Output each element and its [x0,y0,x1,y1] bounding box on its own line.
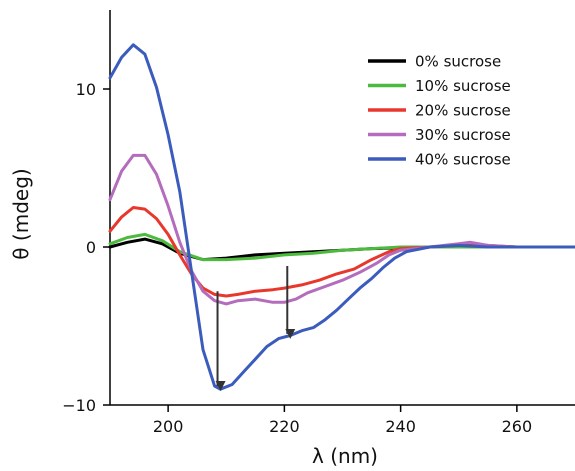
series-lines [108,43,575,391]
annotation-arrows [215,265,296,392]
y-tick-label: 10 [76,80,96,99]
legend-label-2: 20% sucrose [415,102,511,120]
y-tick-label: 0 [86,238,96,257]
y-axis-title: θ (mdeg) [9,168,33,259]
x-tick-label: 260 [502,417,533,436]
legend-label-0: 0% sucrose [415,53,501,71]
series-line-3 [108,153,575,306]
ticks: 200 220 240 260 −10 0 10 [62,80,532,436]
series-line-4 [108,43,575,391]
x-axis-title: λ (nm) [312,444,378,468]
legend-label-3: 30% sucrose [415,126,511,144]
axes [109,10,575,406]
x-tick-label: 200 [153,417,184,436]
x-tick-label: 240 [385,417,416,436]
legend-label-1: 10% sucrose [415,77,511,95]
x-tick-label: 220 [269,417,300,436]
y-tick-label: −10 [62,396,96,415]
legend-label-4: 40% sucrose [415,151,511,169]
legend: 0% sucrose 10% sucrose 20% sucrose 30% sucr… [368,53,511,169]
